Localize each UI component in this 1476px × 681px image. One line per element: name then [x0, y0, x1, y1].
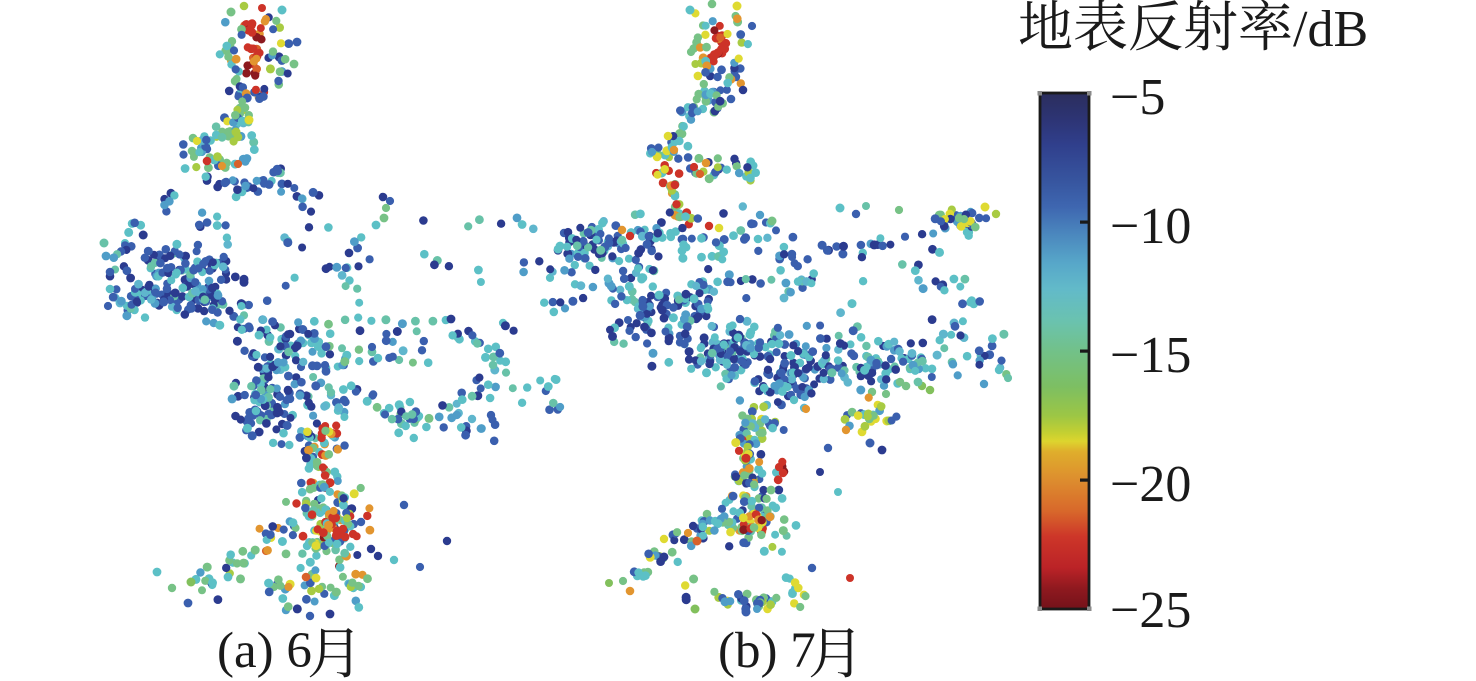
svg-text:−15: −15 [1110, 327, 1191, 384]
svg-text:−25: −25 [1110, 582, 1191, 639]
svg-text:−10: −10 [1110, 198, 1191, 255]
svg-text:(b) 7: (b) 7 [718, 623, 816, 679]
svg-text:(a) 6: (a) 6 [217, 623, 312, 679]
svg-text:−20: −20 [1110, 456, 1191, 513]
svg-text:/dB: /dB [1293, 1, 1368, 58]
svg-text:−5: −5 [1110, 69, 1165, 126]
